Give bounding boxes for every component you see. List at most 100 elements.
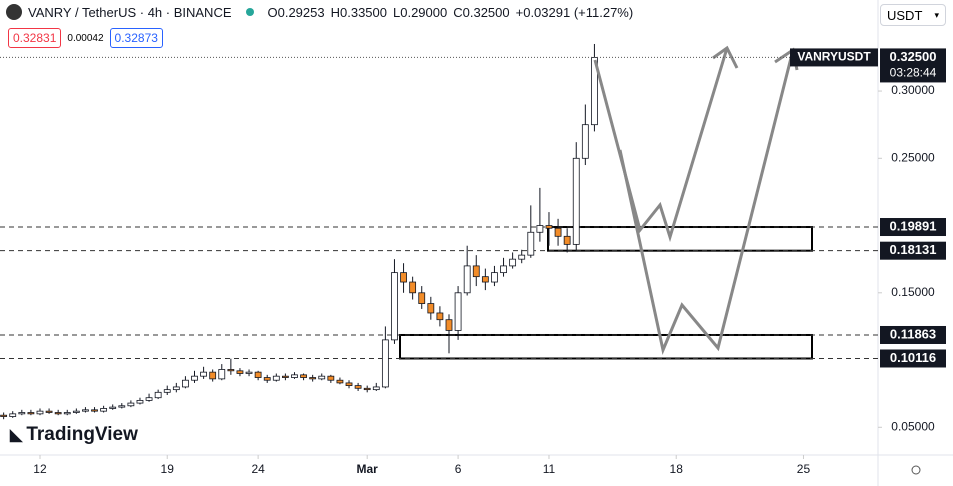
candle-body bbox=[300, 374, 307, 378]
candle-body bbox=[36, 410, 44, 415]
x-tick-label: 18 bbox=[670, 462, 684, 476]
ohlc-close: C0.32500 bbox=[453, 4, 510, 20]
candle-body bbox=[418, 292, 426, 304]
candle-body bbox=[427, 303, 435, 314]
candle-body bbox=[254, 371, 262, 378]
y-tick-label: 0.25000 bbox=[891, 150, 935, 164]
buy-button[interactable]: 0.32873 bbox=[109, 28, 163, 48]
projection-path bbox=[593, 47, 729, 243]
candle-body bbox=[345, 382, 353, 387]
candle-body bbox=[163, 389, 171, 393]
ohlc-change: +0.03291 (+11.27%) bbox=[515, 4, 634, 20]
candle-body bbox=[545, 225, 553, 229]
candle-body bbox=[436, 312, 444, 321]
candle-body bbox=[400, 272, 407, 283]
candle-body bbox=[309, 377, 317, 380]
candle-body bbox=[127, 402, 135, 407]
level-label: 0.18131 bbox=[890, 242, 937, 257]
x-tick-label: 6 bbox=[455, 462, 462, 476]
candle-body bbox=[281, 375, 289, 378]
candle-body bbox=[518, 254, 526, 260]
candle-body bbox=[554, 227, 562, 237]
y-tick-label: 0.30000 bbox=[891, 83, 935, 97]
candle-body bbox=[472, 265, 480, 278]
candle-body bbox=[54, 412, 62, 415]
candle-body bbox=[509, 258, 517, 267]
x-tick-label: Mar bbox=[357, 462, 379, 476]
ohlc-open: O0.29253 bbox=[267, 4, 325, 20]
ohlc-high: H0.33500 bbox=[330, 4, 387, 20]
candle-body bbox=[191, 375, 198, 381]
candle-body bbox=[100, 408, 108, 412]
projection-drawing bbox=[593, 45, 799, 355]
candle-body bbox=[154, 391, 162, 399]
candle-body bbox=[72, 410, 80, 413]
trade-buttons: 0.32831 0.00042 0.32873 bbox=[8, 28, 163, 48]
countdown: 03:28:44 bbox=[890, 66, 937, 80]
candle-body bbox=[109, 406, 117, 409]
candle-body bbox=[263, 377, 271, 381]
arrow-head bbox=[712, 45, 739, 69]
logo: ◣ TradingView bbox=[10, 424, 138, 446]
level-label: 0.10116 bbox=[890, 350, 936, 365]
candle-body bbox=[445, 319, 453, 331]
candle-body bbox=[145, 397, 153, 401]
candle-body bbox=[209, 371, 217, 380]
y-tick-label: 0.05000 bbox=[891, 419, 935, 433]
candle-body bbox=[0, 414, 8, 417]
candle-body bbox=[409, 281, 417, 294]
candle-body bbox=[536, 225, 544, 233]
candle-body bbox=[218, 369, 226, 380]
candle-body bbox=[118, 405, 126, 408]
x-tick-label: 12 bbox=[33, 462, 47, 476]
level-label-box bbox=[880, 325, 946, 344]
header: VANRY / TetherUS · 4h · BINANCE O0.29253… bbox=[6, 4, 633, 20]
candle-body bbox=[82, 409, 89, 412]
symbol-icon bbox=[6, 4, 22, 20]
candle-body bbox=[272, 375, 280, 381]
zone-box bbox=[399, 333, 813, 360]
level-label: 0.19891 bbox=[890, 218, 937, 233]
candle-body bbox=[381, 339, 389, 388]
candle-body bbox=[363, 387, 371, 391]
spread: 0.00042 bbox=[67, 32, 104, 44]
symbol: VANRY / TetherUS · 4h · BINANCE bbox=[28, 4, 232, 20]
candle-body bbox=[136, 399, 144, 404]
candle-body bbox=[18, 412, 26, 415]
candle-body bbox=[45, 410, 53, 413]
candle-body bbox=[463, 265, 471, 294]
y-tick-label: 0.15000 bbox=[891, 285, 935, 299]
market-status bbox=[245, 8, 254, 16]
candle-body bbox=[581, 124, 589, 159]
candle-body bbox=[563, 235, 571, 245]
sell-button[interactable]: 0.32831 bbox=[8, 28, 62, 48]
candle-body bbox=[91, 409, 98, 412]
logo-icon: ◣ bbox=[10, 427, 23, 444]
candle-body bbox=[500, 265, 507, 274]
candle-body bbox=[336, 379, 344, 384]
candle-body bbox=[491, 272, 498, 283]
symbol-label-box bbox=[790, 48, 878, 67]
candle-body bbox=[227, 369, 235, 372]
level-label-box bbox=[880, 349, 946, 368]
x-tick-label: 25 bbox=[797, 462, 811, 476]
zone-box bbox=[547, 226, 813, 252]
settings-icon[interactable] bbox=[911, 465, 921, 475]
ohlc-low: L0.29000 bbox=[393, 4, 448, 20]
last-price-box bbox=[880, 48, 946, 83]
projection-path bbox=[618, 49, 795, 355]
candle-body bbox=[527, 231, 535, 256]
candle-body bbox=[481, 276, 489, 283]
candle-body bbox=[63, 412, 71, 415]
candle-body bbox=[27, 412, 35, 415]
level-label-box bbox=[880, 218, 946, 237]
candle-body bbox=[200, 371, 207, 377]
candle-body bbox=[318, 375, 326, 380]
candle-body bbox=[454, 292, 462, 331]
candle-body bbox=[572, 157, 580, 245]
candle-body bbox=[372, 386, 380, 391]
currency-select[interactable]: USDT ▾ bbox=[880, 4, 946, 26]
last-price-label: 0.32500 bbox=[890, 49, 937, 64]
candle-body bbox=[291, 374, 298, 378]
